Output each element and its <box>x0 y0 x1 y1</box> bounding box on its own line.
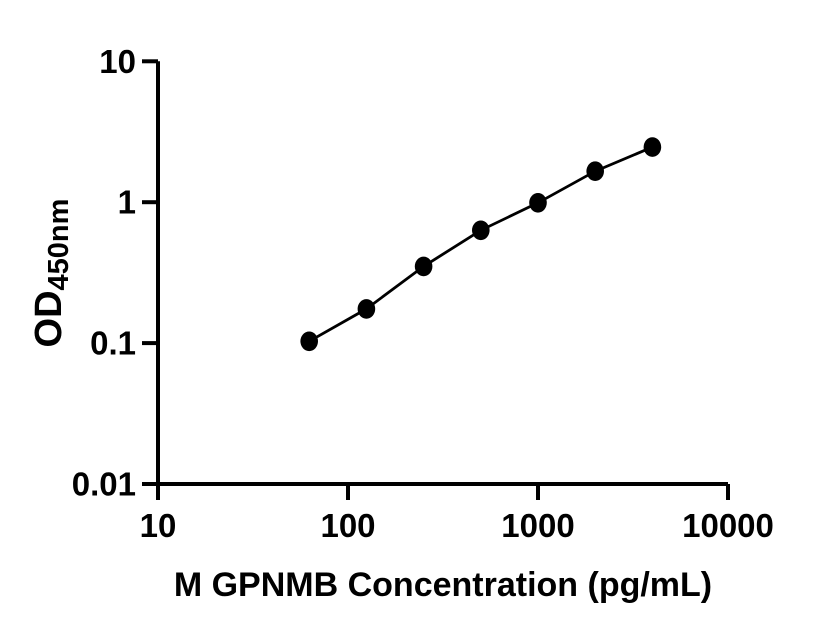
data-point <box>643 137 662 157</box>
data-point <box>414 256 433 277</box>
x-tick-label: 100 <box>320 507 375 544</box>
x-tick-label: 10000 <box>682 507 774 544</box>
data-point <box>586 161 604 181</box>
data-point <box>529 193 547 213</box>
y-axis-title-subscript: 450nm <box>43 199 75 291</box>
y-tick-label: 0.01 <box>72 466 136 503</box>
x-tick-label: 1000 <box>501 507 574 544</box>
y-tick-label: 10 <box>99 43 136 80</box>
x-axis-title: M GPNMB Concentration (pg/mL) <box>174 566 712 604</box>
y-axis-title-main: OD <box>28 290 70 347</box>
y-tick-label: 0.1 <box>90 325 136 362</box>
x-tick-label: 10 <box>140 507 177 544</box>
y-axis-title: OD450nm <box>28 199 75 348</box>
data-point <box>357 299 376 319</box>
data-point <box>300 331 319 352</box>
data-point <box>472 220 490 241</box>
y-tick-label: 1 <box>118 184 136 221</box>
